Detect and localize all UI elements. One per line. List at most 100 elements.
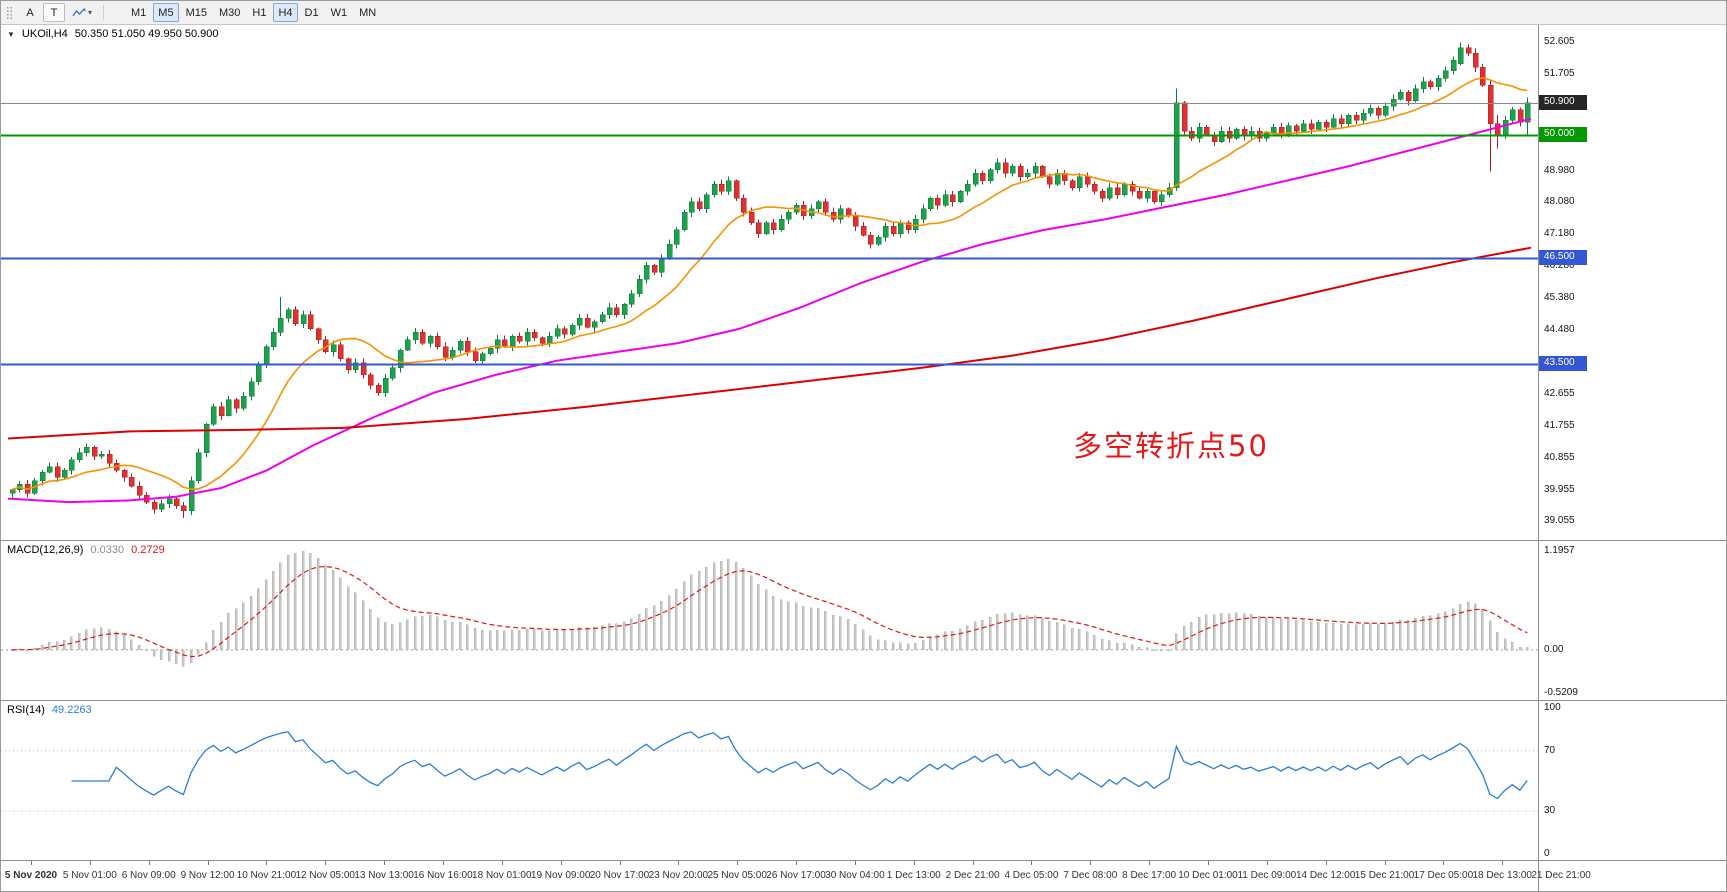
text-tool-button[interactable]: T bbox=[43, 3, 65, 22]
time-tick-mark bbox=[443, 861, 444, 865]
time-tick-mark bbox=[561, 861, 562, 865]
last-price-badge: 50.900 bbox=[1539, 94, 1587, 110]
macd-plot[interactable]: MACD(12,26,9) 0.0330 0.2729 bbox=[1, 541, 1538, 700]
time-tick-label: 15 Dec 21:00 bbox=[1354, 870, 1415, 881]
time-tick-label: 19 Nov 09:00 bbox=[530, 870, 591, 881]
time-tick-mark bbox=[502, 861, 503, 865]
time-tick-mark bbox=[90, 861, 91, 865]
time-tick-label: 10 Nov 21:00 bbox=[236, 870, 297, 881]
time-tick-label: 18 Dec 13:00 bbox=[1472, 870, 1533, 881]
time-axis[interactable]: 5 Nov 2020 5 Nov 01:00 6 Nov 09:00 9 Nov 12… bbox=[1, 861, 1726, 891]
time-tick-label: 2 Dec 21:00 bbox=[945, 870, 1000, 881]
price-level-badge[interactable]: 43.500 bbox=[1539, 356, 1587, 372]
time-tick-mark bbox=[1090, 861, 1091, 865]
timeframe-button-mn[interactable]: MN bbox=[359, 6, 377, 19]
macd-axis: 1.1957 0.00 -0.5209 bbox=[1538, 541, 1726, 700]
time-tick-label: 13 Nov 13:00 bbox=[354, 870, 414, 881]
price-tick-label: 47.180 bbox=[1544, 228, 1575, 240]
main-price-plot[interactable]: ▼ UKOil,H4 50.350 51.050 49.950 50.900 多… bbox=[1, 25, 1538, 540]
time-tick-mark bbox=[973, 861, 974, 865]
time-tick-label: 14 Dec 12:00 bbox=[1295, 870, 1356, 881]
price-tick-label: 45.380 bbox=[1544, 291, 1575, 303]
rsi-tick-label: 70 bbox=[1544, 744, 1556, 756]
rsi-tick-label: 30 bbox=[1544, 805, 1556, 817]
text-label-tool-button[interactable]: A bbox=[26, 6, 34, 19]
macd-histogram-layer bbox=[10, 551, 1529, 667]
timeframe-button-h4[interactable]: H4 bbox=[273, 3, 298, 22]
macd-chart[interactable] bbox=[1, 541, 1538, 700]
chart-title: ▼ UKOil,H4 50.350 51.050 49.950 50.900 bbox=[7, 28, 219, 40]
time-tick-mark bbox=[796, 861, 797, 865]
macd-panel: MACD(12,26,9) 0.0330 0.2729 1.1957 0.00 -0… bbox=[1, 541, 1726, 701]
symbol-dropdown-icon[interactable]: ▼ bbox=[7, 29, 15, 39]
time-tick-mark bbox=[1031, 861, 1032, 865]
time-tick-label: 9 Nov 12:00 bbox=[180, 870, 235, 881]
price-axis: 52.605 51.705 48.980 48.080 47.180 46.280 45.3… bbox=[1538, 25, 1726, 540]
time-tick-label: 17 Dec 05:00 bbox=[1413, 870, 1474, 881]
chevron-down-icon: ▾ bbox=[88, 8, 93, 17]
price-tick-label: 48.080 bbox=[1544, 196, 1575, 208]
rsi-plot[interactable]: RSI(14) 49.2263 bbox=[1, 701, 1538, 860]
time-tick-label: 18 Nov 01:00 bbox=[472, 870, 532, 881]
rsi-value: 49.2263 bbox=[51, 704, 92, 716]
time-tick-mark bbox=[1326, 861, 1327, 865]
timeframe-button-m5[interactable]: M5 bbox=[153, 3, 179, 22]
macd-tick-label: 1.1957 bbox=[1544, 545, 1575, 557]
macd-label: MACD(12,26,9) 0.0330 0.2729 bbox=[7, 544, 165, 556]
time-tick-label: 1 Dec 13:00 bbox=[886, 870, 941, 881]
price-tick-label: 41.755 bbox=[1544, 419, 1575, 431]
time-tick-mark bbox=[678, 861, 679, 865]
time-tick-label: 30 Nov 04:00 bbox=[825, 870, 885, 881]
price-tick-label: 48.980 bbox=[1544, 164, 1575, 176]
price-level-badge[interactable]: 46.500 bbox=[1539, 250, 1587, 266]
price-level-badge[interactable]: 50.000 bbox=[1539, 126, 1587, 142]
time-tick-mark bbox=[31, 861, 32, 865]
macd-tick-label: 0.00 bbox=[1544, 643, 1564, 655]
time-tick-mark bbox=[620, 861, 621, 865]
rsi-name: RSI(14) bbox=[7, 704, 45, 716]
timeframe-button-h1[interactable]: H1 bbox=[252, 6, 267, 19]
time-tick-label: 4 Dec 05:00 bbox=[1004, 870, 1059, 881]
timeframe-button-m1[interactable]: M1 bbox=[131, 6, 147, 19]
rsi-panel: RSI(14) 49.2263 100 70 30 0 bbox=[1, 701, 1726, 861]
ohlc-values: 50.350 51.050 49.950 50.900 bbox=[74, 28, 219, 40]
time-tick-label: 20 Nov 17:00 bbox=[589, 870, 650, 881]
toolbar: A T ▾ M1 M5 M15 M30 H1 H4 D1 W1 MN bbox=[1, 1, 1726, 25]
macd-signal-line bbox=[11, 565, 1528, 658]
price-tick-label: 39.955 bbox=[1544, 483, 1575, 495]
time-tick-mark bbox=[855, 861, 856, 865]
price-tick-label: 39.055 bbox=[1544, 515, 1575, 527]
time-tick-label: 5 Nov 01:00 bbox=[62, 870, 117, 881]
time-tick-mark bbox=[325, 861, 326, 865]
candlestick-chart[interactable] bbox=[1, 25, 1538, 540]
time-tick-label: 5 Nov 2020 bbox=[4, 870, 58, 881]
toolbar-separator bbox=[103, 5, 105, 20]
rsi-chart[interactable] bbox=[1, 701, 1538, 860]
rsi-tick-label: 0 bbox=[1544, 848, 1550, 859]
time-tick-mark bbox=[1208, 861, 1209, 865]
time-tick-label: 11 Dec 09:00 bbox=[1237, 870, 1297, 881]
timeframe-button-w1[interactable]: W1 bbox=[330, 6, 348, 19]
text-annotation[interactable]: 多空转折点50 bbox=[1073, 429, 1269, 463]
time-tick-label: 7 Dec 08:00 bbox=[1063, 870, 1118, 881]
rsi-tick-label: 100 bbox=[1544, 702, 1561, 713]
timeframe-button-d1[interactable]: D1 bbox=[304, 6, 319, 19]
time-tick-mark bbox=[1267, 861, 1268, 865]
time-tick-mark bbox=[737, 861, 738, 865]
time-tick-label: 6 Nov 09:00 bbox=[121, 870, 176, 881]
time-tick-mark bbox=[1502, 861, 1503, 865]
chart-area: ▼ UKOil,H4 50.350 51.050 49.950 50.900 多… bbox=[1, 25, 1726, 891]
draw-tool-icon bbox=[72, 7, 86, 19]
price-tick-label: 42.655 bbox=[1544, 388, 1575, 400]
moving-averages-layer bbox=[7, 77, 1532, 504]
ma-red-line bbox=[7, 246, 1532, 440]
time-tick-mark bbox=[384, 861, 385, 865]
timeframe-button-m15[interactable]: M15 bbox=[185, 6, 207, 19]
timeframe-button-m30[interactable]: M30 bbox=[218, 6, 241, 19]
draw-tool-button[interactable]: ▾ bbox=[67, 3, 97, 22]
toolbar-grip-handle[interactable] bbox=[6, 5, 13, 20]
time-tick-label: 23 Nov 20:00 bbox=[648, 870, 709, 881]
price-tick-label: 40.855 bbox=[1544, 451, 1575, 463]
macd-signal-value: 0.2729 bbox=[131, 544, 165, 556]
